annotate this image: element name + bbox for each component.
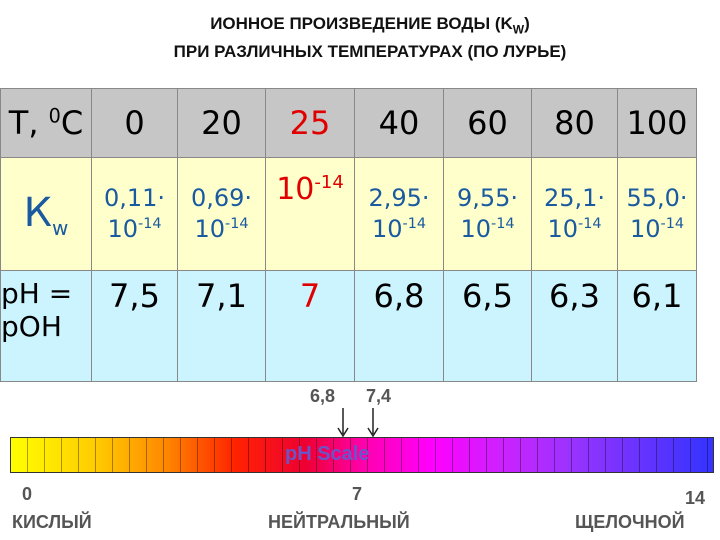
table-cell: 6,1 (617, 270, 697, 382)
kw-power: 10-14 (92, 214, 177, 245)
table-cell: 0,11· 10-14 (91, 157, 178, 271)
scale-mid: 7 (352, 484, 363, 504)
ph-value: 6,5 (462, 277, 513, 315)
kw-mantissa: 0,11· (103, 183, 166, 212)
table-cell: 9,55· 10-14 (443, 157, 532, 271)
kw-mantissa: 55,0· (626, 183, 688, 212)
table-cell: pH = pOH (0, 270, 92, 382)
kw-base: 10 (107, 215, 139, 243)
kw-table: Т, 0С 0 20 25 40 60 80 100 Кw 0,11· 10-14 0,69· 10-1… (0, 88, 697, 382)
kw-exp: -14 (491, 216, 515, 232)
temperature: 100 (626, 104, 688, 142)
scale-min: 0 (22, 484, 33, 504)
table-cell: 60 (443, 88, 532, 158)
table-cell: Т, 0С (0, 88, 92, 158)
title-text: ИОННОЕ ПРОИЗВЕДЕНИЕ ВОДЫ (K (210, 14, 513, 33)
kw-base: 10 (629, 215, 661, 243)
label-sup: 0 (48, 104, 61, 128)
temperature: 40 (378, 104, 420, 142)
kw-mantissa: 9,55· (456, 183, 519, 212)
table-cell: 6,5 (443, 270, 532, 382)
table-row: Т, 0С 0 20 25 40 60 80 100 (0, 88, 697, 158)
title-line2: ПРИ РАЗЛИЧНЫХ ТЕМПЕРАТУРАХ (ПО ЛУРЬЕ) (173, 42, 567, 61)
kw-power: 10-14 (444, 214, 531, 245)
kw-power: 10-14 (266, 170, 354, 209)
table-row: Кw 0,11· 10-14 0,69· 10-14 10-14 2,95· 10-14 9,5… (0, 157, 697, 271)
label: pH = (1, 277, 73, 310)
ph-value: 6,3 (549, 277, 600, 315)
ph-scale-bar (10, 437, 714, 473)
table-cell: 20 (177, 88, 266, 158)
kw-power: 10-14 (532, 214, 617, 245)
scale-marker-label: 7,4 (366, 386, 392, 406)
scale-acid: КИСЛЫЙ (12, 512, 92, 532)
label-sub: w (52, 216, 69, 240)
scale-marker-label: 6,8 (310, 386, 336, 406)
table-cell: 2,95· 10-14 (354, 157, 444, 271)
kw-mantissa: 0,69· (190, 183, 253, 212)
kw-power: 10-14 (178, 214, 265, 245)
kw-exp: -14 (314, 172, 344, 193)
table-cell: 40 (354, 88, 444, 158)
table-cell: 7 (265, 270, 355, 382)
kw-base: 10 (547, 215, 579, 243)
kw-base: 10 (460, 215, 492, 243)
table-row: pH = pOH 7,5 7,1 7 6,8 6,5 6,3 6,1 (0, 270, 697, 382)
temperature: 60 (467, 104, 508, 142)
kw-exp: -14 (402, 216, 427, 232)
kw-exp: -14 (138, 216, 162, 232)
table-cell: 7,5 (91, 270, 178, 382)
table-cell: 80 (531, 88, 618, 158)
label: С (60, 104, 84, 142)
scale-arrows (337, 408, 379, 438)
table-cell: Кw (0, 157, 92, 271)
table-cell: 25,1· 10-14 (531, 157, 618, 271)
title-line1: ИОННОЕ ПРОИЗВЕДЕНИЕ ВОДЫ (KW) (0, 14, 720, 36)
temperature: 20 (201, 104, 242, 142)
label: pOH (1, 310, 62, 343)
kw-power: 10-14 (618, 214, 696, 245)
ph-value: 7 (299, 277, 321, 315)
kw-mantissa: 25,1· (543, 183, 606, 212)
kw-base: 10 (371, 215, 403, 243)
temperature: 0 (124, 104, 145, 142)
kw-mantissa: 2,95· (368, 183, 430, 212)
kw-exp: -14 (660, 216, 685, 232)
scale-neutral: НЕЙТРАЛЬНЫЙ (268, 512, 410, 532)
table-cell: 0 (91, 88, 178, 158)
ph-value: 6,1 (631, 277, 683, 315)
table-cell: 0,69· 10-14 (177, 157, 266, 271)
scale-max: 14 (685, 488, 706, 508)
temperature: 25 (289, 104, 331, 142)
kw-base: 10 (276, 172, 315, 207)
scale-alkaline: ЩЕЛОЧНОЙ (575, 512, 685, 532)
table-cell: 10-14 (265, 157, 355, 271)
label: Т, (8, 104, 49, 142)
title-sub: W (512, 22, 525, 37)
temperature: 80 (554, 104, 595, 142)
kw-exp: -14 (578, 216, 602, 232)
table-cell: 6,8 (354, 270, 444, 382)
table-cell: 6,3 (531, 270, 618, 382)
title-text: ) (524, 14, 530, 33)
kw-base: 10 (194, 215, 226, 243)
table-cell: 100 (617, 88, 697, 158)
table-cell: 25 (265, 88, 355, 158)
table-cell: 55,0· 10-14 (617, 157, 697, 271)
ph-value: 7,1 (196, 277, 247, 315)
kw-power: 10-14 (355, 214, 443, 245)
ph-value: 7,5 (109, 277, 160, 315)
label: К (23, 190, 53, 236)
scale-caption: pH Scale (285, 443, 370, 465)
kw-exp: -14 (225, 216, 249, 232)
table-cell: 7,1 (177, 270, 266, 382)
ph-value: 6,8 (373, 277, 425, 315)
